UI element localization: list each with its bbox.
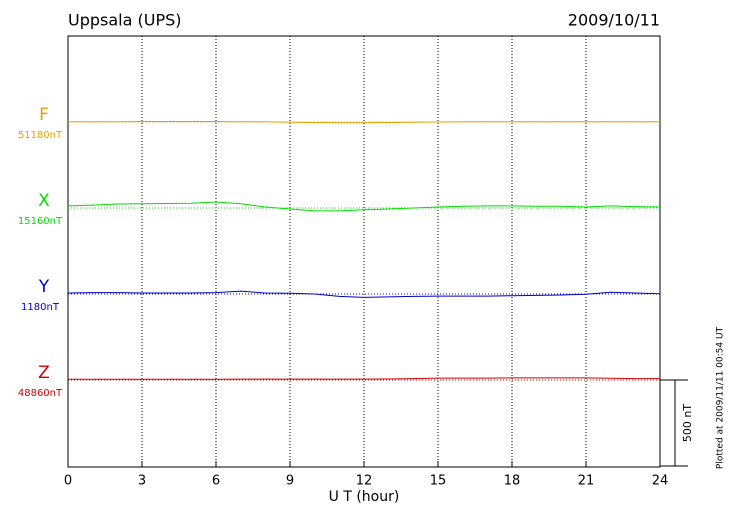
x-tick-label: 18 [504, 474, 521, 489]
x-tick-label: 0 [64, 474, 72, 489]
x-tick-label: 3 [138, 474, 146, 489]
baseline-label: 15160nT [18, 216, 63, 227]
x-tick-label: 9 [286, 474, 294, 489]
baseline-label: 1180nT [21, 302, 60, 313]
plot-note: Plotted at 2009/11/11 00:54 UT [716, 326, 726, 469]
baseline-label: 51180nT [18, 130, 63, 141]
x-axis-label: U T (hour) [329, 489, 400, 505]
chart-title: Uppsala (UPS) [68, 11, 182, 30]
trace [68, 121, 660, 124]
x-tick-label: 12 [356, 474, 373, 489]
chart-date: 2009/10/11 [568, 11, 660, 30]
x-tick-label: 15 [430, 474, 447, 489]
baseline-label: 48860nT [18, 388, 63, 399]
series-name: Z [38, 363, 50, 383]
scale-bar-label: 500 nT [681, 404, 694, 442]
x-tick-label: 21 [578, 474, 595, 489]
series-name: Y [38, 277, 50, 297]
series-name: X [38, 191, 50, 211]
trace [67, 290, 661, 298]
trace [68, 377, 660, 380]
series-name: F [39, 105, 49, 125]
x-tick-label: 6 [212, 474, 220, 489]
trace [67, 201, 661, 212]
x-tick-label: 24 [652, 474, 669, 489]
